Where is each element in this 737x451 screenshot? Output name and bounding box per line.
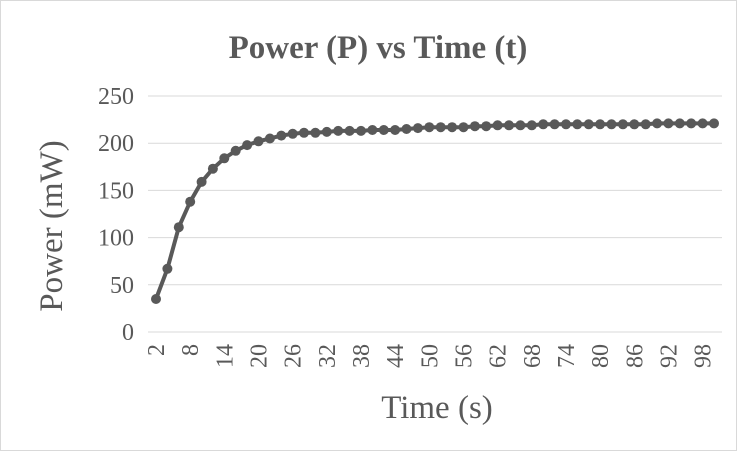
- data-point: [435, 122, 446, 133]
- data-point: [287, 128, 298, 139]
- y-tick-label: 100: [98, 226, 134, 252]
- data-point: [652, 118, 663, 129]
- data-point: [344, 125, 355, 136]
- x-tick-label: 20: [246, 344, 272, 368]
- x-tick-label: 38: [349, 344, 375, 368]
- x-tick-label: 44: [383, 344, 409, 368]
- data-point: [367, 125, 378, 135]
- y-axis-ticks: 0 50 100 150 200 250: [98, 84, 134, 346]
- data-point: [242, 140, 253, 151]
- data-point: [151, 294, 161, 304]
- x-tick-label: 74: [554, 344, 580, 368]
- data-point: [469, 121, 480, 132]
- data-point: [390, 125, 401, 135]
- data-point: [504, 120, 514, 131]
- data-point: [458, 122, 469, 133]
- y-axis-title: Power (mW): [34, 140, 70, 311]
- y-tick-label: 50: [110, 273, 134, 299]
- y-tick-label: 250: [98, 84, 134, 110]
- data-point: [401, 124, 412, 134]
- gridlines: [148, 95, 722, 333]
- data-point: [412, 123, 423, 134]
- x-tick-label: 26: [281, 344, 307, 368]
- data-point: [447, 122, 458, 133]
- y-tick-label: 0: [122, 320, 134, 346]
- data-point: [185, 196, 196, 207]
- x-tick-label: 8: [178, 344, 204, 356]
- x-tick-label: 32: [315, 344, 341, 368]
- data-point: [378, 125, 389, 135]
- data-point: [162, 263, 173, 274]
- chart-title: Power (P) vs Time (t): [229, 30, 528, 66]
- x-tick-label: 62: [486, 344, 512, 368]
- data-point: [276, 130, 287, 141]
- data-point: [709, 118, 719, 129]
- data-point: [219, 153, 230, 164]
- data-point: [310, 127, 321, 138]
- x-tick-label: 92: [656, 344, 682, 368]
- data-point: [173, 222, 184, 233]
- data-point: [333, 125, 344, 136]
- data-point: [697, 118, 708, 129]
- data-point: [196, 176, 207, 187]
- data-point: [356, 125, 366, 136]
- data-point: [606, 119, 617, 130]
- x-axis-ticks: 2 8 14 20 26 32 38 44 50 56 62 68 74 80 86 92 98: [144, 344, 717, 368]
- data-point: [549, 119, 560, 130]
- series-power: [151, 118, 719, 304]
- x-tick-label: 98: [691, 344, 717, 368]
- data-point: [572, 119, 583, 130]
- data-point: [538, 119, 549, 130]
- data-point: [686, 118, 697, 129]
- y-tick-label: 200: [98, 131, 134, 157]
- x-axis-title: Time (s): [381, 390, 493, 426]
- data-point: [595, 119, 606, 130]
- data-point: [253, 136, 264, 147]
- data-point: [515, 120, 526, 131]
- x-tick-label: 2: [144, 344, 170, 356]
- data-point: [230, 145, 241, 156]
- x-tick-label: 14: [212, 344, 238, 368]
- data-point: [674, 118, 685, 129]
- data-point: [424, 122, 435, 133]
- data-point: [561, 119, 571, 130]
- data-point: [583, 119, 594, 130]
- x-tick-label: 86: [622, 344, 648, 368]
- data-point: [321, 126, 332, 137]
- data-point: [481, 121, 492, 132]
- x-tick-label: 68: [520, 344, 546, 368]
- data-point: [526, 120, 537, 131]
- data-point: [299, 127, 309, 138]
- data-point: [629, 119, 640, 130]
- data-point: [207, 163, 218, 174]
- data-point: [492, 120, 503, 131]
- data-point: [264, 133, 275, 144]
- x-tick-label: 50: [417, 344, 443, 368]
- data-point: [663, 118, 674, 129]
- y-tick-label: 150: [98, 178, 134, 204]
- data-point: [640, 119, 651, 130]
- data-point: [617, 119, 628, 130]
- x-tick-label: 56: [451, 344, 477, 368]
- x-tick-label: 80: [588, 344, 614, 368]
